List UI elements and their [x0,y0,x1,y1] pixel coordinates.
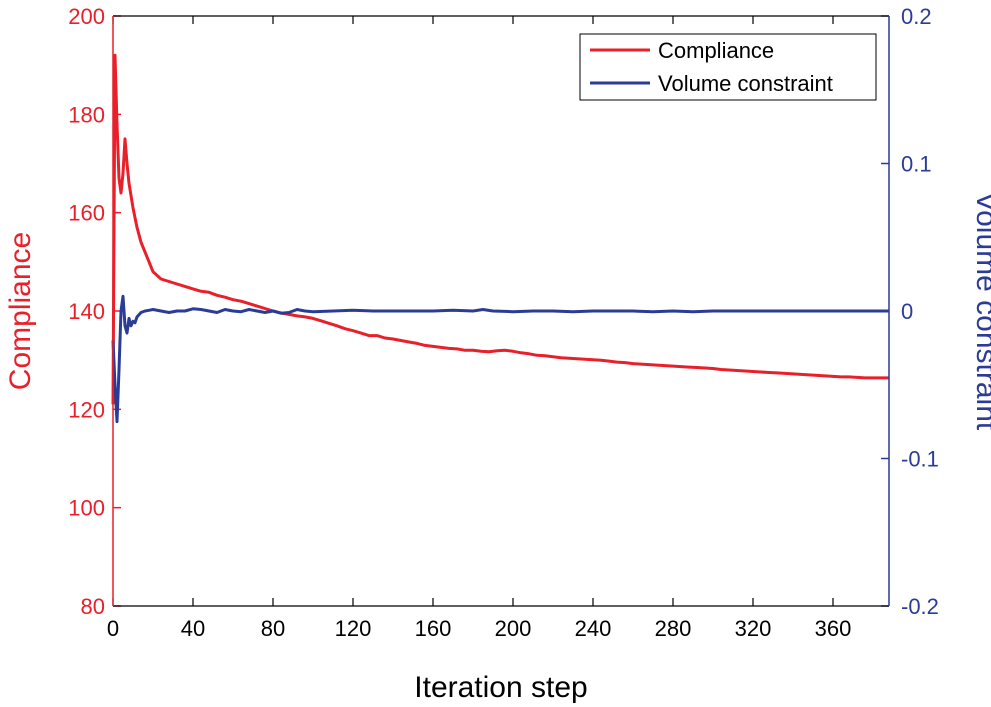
compliance-series-line [111,53,889,405]
right-y-tick-label: 0 [901,299,913,324]
x-tick-label: 0 [107,616,119,641]
series-layer [111,53,889,424]
x-tick-label: 200 [495,616,532,641]
right-y-tick-labels: -0.2 -0.1 0 0.1 0.2 [901,4,939,619]
legend: Compliance Volume constraint [579,33,877,101]
x-tick-label: 40 [181,616,205,641]
x-tick-labels: 0 40 80 120 160 200 240 280 320 360 [107,616,851,641]
left-y-tick-label: 180 [68,102,105,127]
left-y-tick-label: 160 [68,201,105,226]
x-tick-label: 280 [655,616,692,641]
legend-label-compliance: Compliance [658,38,774,63]
left-y-tick-labels: 80 100 120 140 160 180 200 [68,4,105,619]
x-tick-label: 240 [575,616,612,641]
left-y-tick-label: 80 [81,594,105,619]
x-tick-label: 160 [415,616,452,641]
x-axis-label: Iteration step [414,671,587,704]
left-y-tick-label: 200 [68,4,105,29]
legend-label-volume-constraint: Volume constraint [658,71,833,96]
right-y-tick-label: -0.2 [901,594,939,619]
right-y-tick-label: -0.1 [901,447,939,472]
x-tick-label: 320 [735,616,772,641]
x-tick-label: 120 [335,616,372,641]
right-y-tick-label: 0.1 [901,152,932,177]
left-y-tick-label: 100 [68,496,105,521]
right-y-tick-label: 0.2 [901,4,932,29]
left-y-tick-label: 140 [68,299,105,324]
left-y-axis-label: Compliance [4,232,37,390]
x-tick-label: 80 [261,616,285,641]
left-y-tick-label: 120 [68,397,105,422]
right-y-axis-label: Volume constraint [970,192,991,431]
x-tick-label: 360 [815,616,852,641]
legend-box [579,33,877,101]
volume-constraint-series-line [111,294,889,424]
